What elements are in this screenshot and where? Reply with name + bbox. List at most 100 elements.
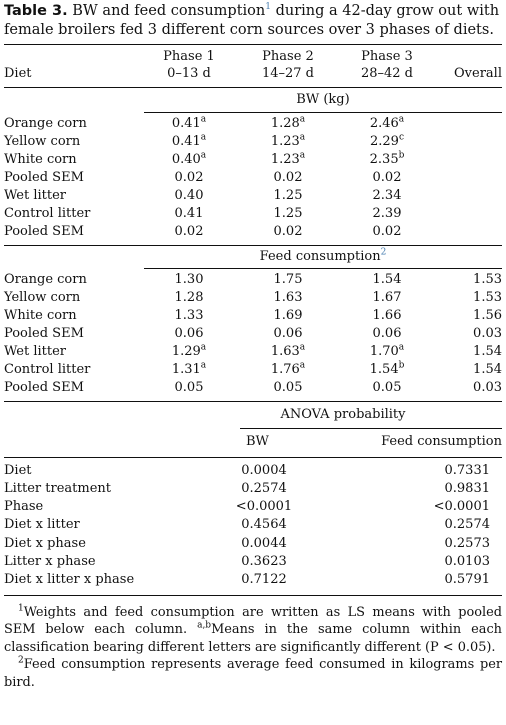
phase1-value: 0.05 [174, 380, 204, 395]
phase3-value: 1.54 [372, 272, 402, 287]
phase3-value: 0.06 [372, 326, 402, 341]
anova-feed-value: 0.2573 [444, 535, 491, 551]
significance-letter: a [398, 342, 405, 353]
phase3-value: 0.02 [372, 170, 402, 185]
phase1-value: 1.33 [174, 308, 204, 323]
phase1-header: Phase 1 [163, 49, 215, 64]
row-label: White corn [4, 308, 77, 323]
bw-heading-rule [144, 112, 502, 113]
anova-feed-value: 0.2574 [444, 517, 491, 533]
anova-feed-value: 0.0103 [444, 554, 491, 570]
overall-value [432, 151, 502, 169]
anova-bw-value: 0.4564 [241, 517, 287, 533]
phase3-value: 0.02 [372, 224, 402, 239]
row-label: Orange corn [4, 116, 87, 131]
row-label: Control litter [4, 206, 91, 221]
row-label: Pooled SEM [4, 326, 84, 341]
anova-table: Diet 0.0004 0.7331 Litter treatment 0.2574 0.… [4, 462, 502, 590]
row-label: Pooled SEM [4, 380, 84, 395]
phase2-value: 1.25 [273, 206, 303, 221]
table-row: Orange corn 1.30 1.75 1.54 1.53 [4, 271, 502, 289]
phase2-value: 0.02 [273, 224, 303, 239]
footnote-ref-2[interactable]: 2 [380, 247, 387, 258]
significance-letter: a [398, 114, 405, 125]
anova-heading-rule [240, 428, 502, 430]
feed-table: Orange corn 1.30 1.75 1.54 1.53 Yellow corn 1.… [4, 271, 502, 397]
significance-letter: a [200, 150, 207, 161]
table-row: Pooled SEM 0.02 0.02 0.02 [4, 223, 502, 241]
phase1-days: 0–13 d [167, 66, 211, 81]
phase1-value: 1.31a [171, 360, 207, 377]
anova-feed-value: 0.5791 [444, 572, 491, 588]
bottom-rule [4, 594, 502, 596]
table-row: Diet 0.0004 0.7331 [4, 462, 502, 480]
phase3-value: 2.46a [369, 114, 405, 131]
anova-effect: Diet x litter x phase [4, 572, 135, 588]
anova-effect: Litter treatment [4, 480, 112, 496]
phase3-value: 1.66 [372, 308, 402, 323]
significance-letter: a [299, 132, 306, 143]
significance-letter: a [299, 360, 306, 371]
significance-letter: c [398, 132, 404, 143]
table-row: Wet litter 0.40 1.25 2.34 [4, 187, 502, 205]
phase3-value: 2.29c [370, 132, 404, 149]
row-label: Wet litter [4, 188, 67, 203]
table-row: Litter treatment 0.2574 0.9831 [4, 480, 502, 498]
phase3-header: Phase 3 [361, 49, 413, 64]
anova-col-rule [4, 456, 502, 458]
significance-letter: a [299, 114, 306, 125]
significance-letter: a [299, 342, 306, 353]
table-row: Diet x phase 0.0044 0.2573 [4, 535, 502, 553]
anova-bw-value: 0.7122 [241, 572, 287, 588]
anova-bw-value: 0.0004 [241, 462, 287, 478]
significance-letter: a [200, 114, 207, 125]
phase1-value: 1.30 [174, 272, 204, 287]
table-row: White corn 0.40a 1.23a 2.35b [4, 151, 502, 169]
phase3-days: 28–42 d [360, 66, 414, 81]
overall-value [432, 133, 502, 151]
anova-bw-value: 0.0044 [241, 535, 287, 551]
phase1-value: 0.02 [174, 170, 204, 185]
footnote-ref-1[interactable]: 1 [265, 2, 271, 13]
phase2-value: 1.23a [270, 150, 306, 167]
phase2-value: 1.63a [270, 342, 306, 359]
footnotes: 1Weights and feed consumption are writte… [4, 604, 502, 692]
phase1-value: 1.29a [171, 342, 207, 359]
anova-feed-value: <0.0001 [433, 499, 490, 515]
table-row: Pooled SEM 0.06 0.06 0.06 0.03 [4, 325, 502, 343]
table-row: Wet litter 1.29a 1.63a 1.70a 1.54 [4, 343, 502, 361]
row-label: Yellow corn [4, 134, 81, 149]
overall-value: 1.53 [473, 290, 502, 305]
phase2-value: 1.25 [273, 188, 303, 203]
bw-section: BW (kg) [4, 88, 502, 112]
anova-bw-value: <0.0001 [235, 499, 293, 515]
anova-feed-value: 0.7331 [444, 462, 491, 478]
overall-value: 0.03 [473, 326, 502, 341]
phase3-value: 1.54b [369, 360, 405, 377]
overall-value [432, 115, 502, 133]
bw-end-rule [4, 245, 502, 246]
table-row: White corn 1.33 1.69 1.66 1.56 [4, 307, 502, 325]
phase1-value: 0.40a [171, 150, 207, 167]
table-row: Pooled SEM 0.05 0.05 0.05 0.03 [4, 379, 502, 397]
anova-columns: BW Feed consumption [4, 433, 502, 451]
row-label: Wet litter [4, 344, 67, 359]
phase3-value: 0.05 [372, 380, 402, 395]
bw-table: Orange corn 0.41a 1.28a 2.46a Yellow corn 0.4… [4, 115, 502, 241]
feed-heading-rule [144, 268, 502, 269]
row-label: Yellow corn [4, 290, 81, 305]
phase3-value: 2.35b [369, 150, 405, 167]
anova-effect: Litter x phase [4, 554, 96, 570]
anova-header: ANOVA probability [4, 406, 502, 424]
phase2-value: 1.63 [273, 290, 303, 305]
feed-heading: Feed consumption2 [259, 247, 387, 264]
feed-end-rule [4, 401, 502, 402]
significance-letter: b [398, 360, 405, 371]
phase2-value: 1.76a [270, 360, 306, 377]
phase1-value: 0.41a [171, 114, 207, 131]
anova-bw-header: BW [246, 434, 269, 450]
table-row: Phase <0.0001 <0.0001 [4, 498, 502, 516]
overall-value [432, 205, 502, 223]
table-row: Yellow corn 0.41a 1.23a 2.29c [4, 133, 502, 151]
